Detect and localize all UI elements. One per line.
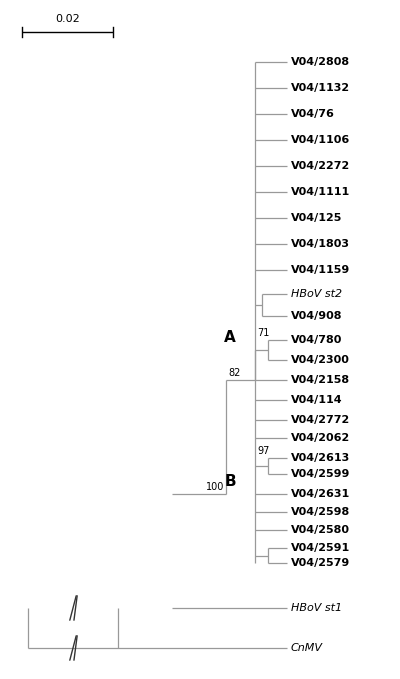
- Text: V04/780: V04/780: [291, 335, 342, 345]
- Text: V04/2579: V04/2579: [291, 558, 350, 568]
- Text: A: A: [224, 329, 236, 344]
- Text: 97: 97: [257, 446, 269, 456]
- Text: V04/2808: V04/2808: [291, 57, 350, 67]
- Text: V04/2591: V04/2591: [291, 543, 350, 553]
- Text: V04/2062: V04/2062: [291, 433, 350, 443]
- Text: 82: 82: [228, 368, 240, 378]
- Text: V04/2300: V04/2300: [291, 355, 350, 365]
- Text: 71: 71: [257, 328, 269, 338]
- Text: B: B: [224, 474, 236, 489]
- Text: V04/1111: V04/1111: [291, 187, 350, 197]
- Text: V04/76: V04/76: [291, 109, 335, 119]
- Text: V04/908: V04/908: [291, 311, 342, 321]
- Text: V04/1803: V04/1803: [291, 239, 350, 249]
- Text: V04/1159: V04/1159: [291, 265, 350, 275]
- Text: HBoV st2: HBoV st2: [291, 289, 342, 299]
- Text: V04/2598: V04/2598: [291, 507, 350, 517]
- Text: 0.02: 0.02: [55, 14, 80, 24]
- Text: V04/2613: V04/2613: [291, 453, 350, 463]
- Text: V04/2599: V04/2599: [291, 469, 350, 479]
- Text: V04/1106: V04/1106: [291, 135, 350, 145]
- Text: V04/125: V04/125: [291, 213, 342, 223]
- Text: V04/2631: V04/2631: [291, 489, 350, 499]
- Text: CnMV: CnMV: [291, 643, 323, 653]
- Text: V04/2158: V04/2158: [291, 375, 350, 385]
- Text: V04/2580: V04/2580: [291, 525, 350, 535]
- Text: 100: 100: [206, 482, 224, 492]
- Text: HBoV st1: HBoV st1: [291, 603, 342, 613]
- Text: V04/1132: V04/1132: [291, 83, 350, 93]
- Text: V04/2772: V04/2772: [291, 415, 350, 425]
- Text: V04/114: V04/114: [291, 395, 343, 405]
- Text: V04/2272: V04/2272: [291, 161, 350, 171]
